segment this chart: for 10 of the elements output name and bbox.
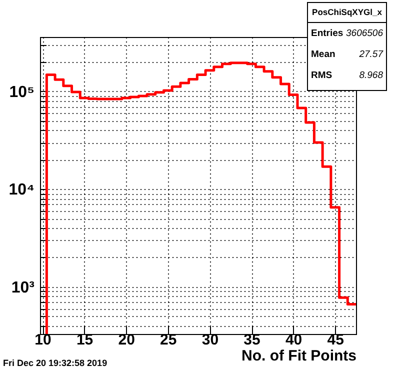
text: Mean 27.57 [311, 49, 383, 60]
x-axis-title: No. of Fit Points [242, 348, 356, 364]
annotation: Entries 3606506 [311, 28, 383, 39]
y-tick-label: 10⁵ [9, 84, 34, 101]
y-tick-label: 10⁴ [8, 182, 35, 199]
text: RMS 8.968 [311, 70, 383, 81]
x-tick-label: 10 [34, 332, 52, 348]
text: PosChiSqXYGl_x [308, 3, 386, 23]
text: Fri Dec 20 19:32:58 2019 [3, 358, 108, 368]
y-tick-label: 10³ [11, 279, 34, 296]
